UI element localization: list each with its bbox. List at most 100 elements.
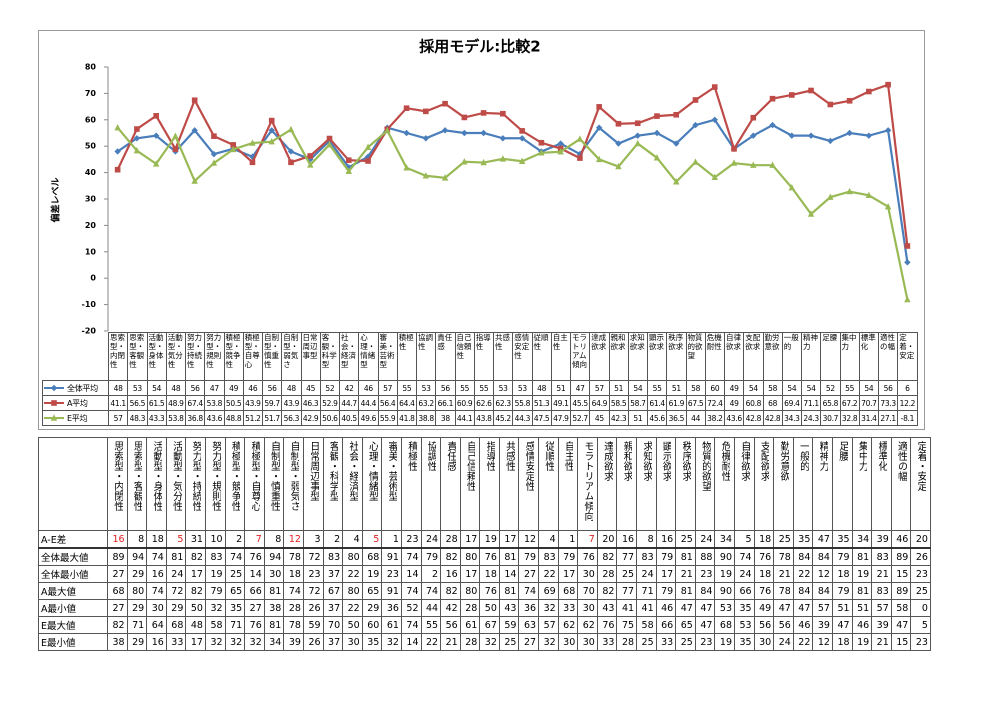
- y-tick-label: 60: [85, 115, 97, 124]
- point: [827, 137, 834, 145]
- series-line: [116, 83, 909, 247]
- column-header: 支配欲求: [758, 441, 770, 481]
- point: [249, 139, 256, 146]
- data-label: 12.2: [897, 395, 918, 411]
- y-tick-label: 50: [85, 142, 97, 151]
- point: [769, 161, 776, 168]
- column-header: 危機耐性: [719, 441, 731, 481]
- data-label: 48.3: [127, 410, 148, 426]
- legend-marker: [50, 384, 58, 392]
- point: [307, 153, 314, 159]
- cell: 26: [302, 633, 324, 651]
- data-label: 32.8: [839, 410, 860, 426]
- cell: 5: [910, 616, 931, 634]
- y-tick-label: -10: [82, 300, 97, 309]
- corner: [38, 437, 108, 531]
- x-tick-label: 定着・安定: [897, 332, 918, 381]
- point: [403, 129, 410, 137]
- point: [345, 157, 352, 163]
- point: [711, 173, 718, 181]
- point: [480, 110, 487, 116]
- point: [577, 155, 583, 161]
- point: [730, 159, 738, 166]
- column-header: 集中力: [856, 441, 868, 471]
- point: [172, 146, 179, 152]
- point: [673, 111, 680, 118]
- column-header: 適性の幅: [895, 441, 907, 481]
- cell: 20: [910, 530, 931, 549]
- cell: 18: [831, 633, 853, 651]
- point: [596, 104, 602, 110]
- column-header: 努力型・持続性: [190, 441, 202, 511]
- point: [499, 135, 507, 142]
- point: [827, 101, 834, 108]
- table-row: A-E差 16 8 18 5 31 10 2 7 8 12 3 2 4 5 1 23 24 28 17 19 17 12 4 1…: [38, 530, 931, 549]
- point: [499, 155, 507, 162]
- point: [827, 193, 834, 200]
- y-tick-label: -20: [82, 327, 97, 336]
- series-line: [117, 118, 909, 263]
- data-label: 31.4: [858, 410, 880, 426]
- point: [846, 187, 853, 195]
- data-label: 38: [435, 410, 456, 426]
- point: [634, 132, 641, 139]
- point: [287, 148, 295, 155]
- data-label: 55.9: [377, 410, 398, 426]
- y-tick-label: 20: [85, 221, 97, 230]
- chart-frame: [38, 30, 925, 430]
- point: [114, 124, 121, 131]
- y-tick-label: 70: [85, 89, 97, 98]
- cell: 22: [792, 633, 814, 651]
- point: [191, 127, 198, 134]
- point: [230, 142, 237, 148]
- point: [365, 158, 371, 164]
- point: [461, 129, 468, 137]
- point: [673, 140, 680, 147]
- cell: 33: [596, 633, 618, 651]
- column-header: 顕示欲求: [660, 441, 672, 481]
- y-tick-label: 10: [85, 247, 97, 256]
- column-header: 感情安定性: [523, 441, 535, 491]
- column-header: 審美・芸術型: [386, 441, 398, 501]
- x-tick-label: 積極型・競争性: [223, 332, 244, 381]
- column-header: 協調性: [425, 441, 437, 471]
- legend-key: [44, 414, 64, 421]
- point: [615, 120, 622, 127]
- point: [268, 138, 275, 145]
- column-header: 自主性: [562, 441, 574, 471]
- point: [750, 161, 757, 168]
- x-tick-label: 思索型・客観性: [127, 332, 148, 381]
- point: [114, 148, 121, 155]
- point: [884, 202, 892, 210]
- point: [538, 139, 545, 146]
- point: [576, 135, 584, 142]
- point: [384, 126, 391, 134]
- point: [904, 243, 911, 249]
- point: [326, 140, 333, 148]
- point: [307, 161, 314, 168]
- point: [595, 124, 603, 131]
- point: [287, 125, 295, 133]
- point: [423, 108, 429, 115]
- point: [866, 88, 872, 95]
- column-header: 求知欲求: [640, 441, 652, 481]
- point: [807, 210, 815, 217]
- column-header-cell: モラトリアム傾向: [577, 437, 598, 531]
- point: [807, 132, 815, 139]
- legend-key: [44, 384, 64, 392]
- column-header: 共感性: [503, 441, 515, 471]
- legend-marker: [50, 414, 58, 421]
- point: [884, 127, 892, 134]
- column-header: 思索型・内閉性: [111, 441, 123, 511]
- point: [557, 148, 564, 155]
- point: [750, 132, 757, 139]
- x-tick-label: 努力型・規則性: [204, 332, 225, 381]
- data-label: 36.8: [184, 410, 206, 426]
- column-header: 定着・安定: [915, 441, 927, 491]
- point: [403, 105, 410, 111]
- column-header: 自制型・弱気さ: [288, 441, 300, 511]
- point: [692, 97, 699, 103]
- point: [653, 154, 661, 161]
- column-header: 責任感: [444, 441, 456, 471]
